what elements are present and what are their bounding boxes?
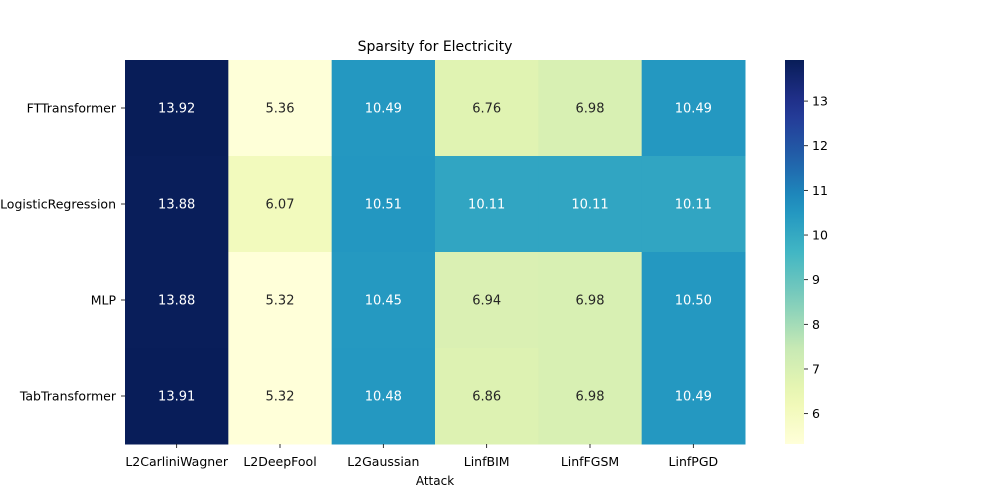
heatmap-cell bbox=[435, 348, 539, 445]
heatmap-cell bbox=[641, 348, 746, 445]
heatmap-cell bbox=[228, 156, 333, 253]
cell-value-label: 10.51 bbox=[365, 198, 402, 213]
cell-value-label: 10.49 bbox=[675, 102, 712, 117]
heatmap-cell bbox=[125, 348, 229, 445]
y-tick-label: MLP bbox=[91, 293, 117, 308]
colorbar-ticks: 6 7 8 9 10 11 12 13 bbox=[804, 94, 828, 421]
cell-value-label: 10.45 bbox=[365, 294, 402, 309]
heatmap-cell bbox=[641, 252, 746, 349]
heatmap-cell bbox=[435, 60, 539, 157]
heatmap-cell-labels: 13.92 5.36 10.49 6.76 6.98 10.49 13.88 6.07 10.5… bbox=[158, 102, 712, 405]
heatmap-cells bbox=[125, 60, 746, 445]
colorbar-tick-label: 12 bbox=[812, 138, 828, 153]
y-tick-label: TabTransformer bbox=[19, 389, 117, 404]
cell-value-label: 10.50 bbox=[675, 294, 712, 309]
heatmap-cell bbox=[228, 60, 333, 157]
x-axis-ticks: L2CarliniWagner L2DeepFool L2Gaussian LinfB… bbox=[125, 444, 718, 469]
x-tick-label: L2CarliniWagner bbox=[125, 454, 229, 469]
cell-value-label: 10.49 bbox=[365, 102, 402, 117]
colorbar-tick-label: 10 bbox=[812, 228, 828, 243]
colorbar-tick-label: 7 bbox=[812, 361, 820, 376]
colorbar-tick-label: 13 bbox=[812, 94, 828, 109]
colorbar bbox=[785, 60, 804, 444]
colorbar-tick-label: 11 bbox=[812, 183, 828, 198]
heatmap-cell bbox=[435, 156, 539, 253]
cell-value-label: 6.94 bbox=[472, 294, 501, 309]
cell-value-label: 13.92 bbox=[158, 102, 195, 117]
heatmap-cell bbox=[538, 252, 643, 349]
cell-value-label: 6.98 bbox=[576, 390, 605, 405]
heatmap-cell bbox=[125, 156, 229, 253]
x-tick-label: L2Gaussian bbox=[347, 454, 419, 469]
cell-value-label: 10.11 bbox=[675, 198, 712, 213]
cell-value-label: 10.49 bbox=[675, 390, 712, 405]
x-tick-label: LinfFGSM bbox=[561, 454, 619, 469]
heatmap-cell bbox=[228, 252, 333, 349]
cell-value-label: 6.76 bbox=[472, 102, 501, 117]
cell-value-label: 6.07 bbox=[266, 198, 295, 213]
cell-value-label: 5.36 bbox=[266, 102, 295, 117]
cell-value-label: 13.88 bbox=[158, 294, 195, 309]
cell-value-label: 6.98 bbox=[576, 102, 605, 117]
x-axis-label: Attack bbox=[416, 474, 454, 488]
cell-value-label: 6.86 bbox=[472, 390, 501, 405]
heatmap-cell bbox=[538, 60, 643, 157]
heatmap-cell bbox=[125, 60, 229, 157]
y-axis-ticks: FTTransformer LogisticRegression MLP TabTra… bbox=[0, 101, 125, 404]
heatmap-cell bbox=[435, 252, 539, 349]
heatmap-cell bbox=[331, 348, 436, 445]
heatmap-cell bbox=[331, 252, 436, 349]
x-tick-label: LinfBIM bbox=[464, 454, 510, 469]
colorbar-tick-label: 9 bbox=[812, 272, 820, 287]
heatmap-cell bbox=[331, 60, 436, 157]
x-tick-label: LinfPGD bbox=[669, 454, 719, 469]
cell-value-label: 5.32 bbox=[266, 294, 295, 309]
heatmap-cell bbox=[125, 252, 229, 349]
heatmap-cell bbox=[228, 348, 333, 445]
heatmap-cell bbox=[641, 156, 746, 253]
heatmap-cell bbox=[538, 156, 643, 253]
cell-value-label: 10.11 bbox=[468, 198, 505, 213]
colorbar-tick-label: 8 bbox=[812, 317, 820, 332]
heatmap-cell bbox=[641, 60, 746, 157]
heatmap-cell bbox=[538, 348, 643, 445]
cell-value-label: 5.32 bbox=[266, 390, 295, 405]
chart-title: Sparsity for Electricity bbox=[358, 39, 513, 55]
cell-value-label: 13.88 bbox=[158, 198, 195, 213]
x-tick-label: L2DeepFool bbox=[243, 454, 316, 469]
cell-value-label: 10.48 bbox=[365, 390, 402, 405]
heatmap-cell bbox=[331, 156, 436, 253]
cell-value-label: 6.98 bbox=[576, 294, 605, 309]
cell-value-label: 13.91 bbox=[158, 390, 195, 405]
cell-value-label: 10.11 bbox=[571, 198, 608, 213]
colorbar-tick-label: 6 bbox=[812, 406, 820, 421]
y-tick-label: FTTransformer bbox=[27, 101, 117, 116]
y-tick-label: LogisticRegression bbox=[0, 197, 116, 212]
